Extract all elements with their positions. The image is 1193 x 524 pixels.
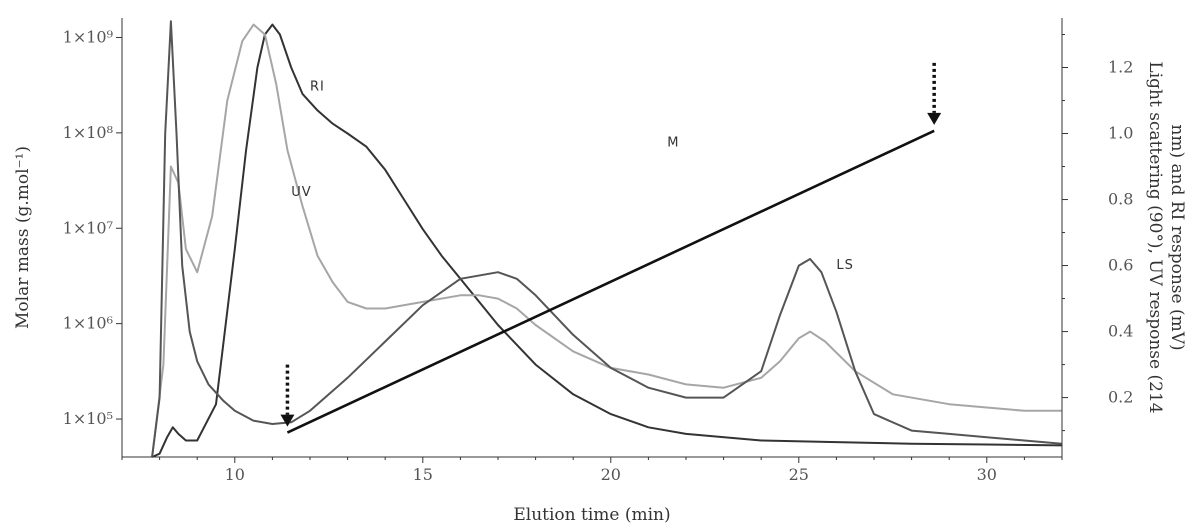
plot-area: RI UV M LS: [151, 20, 1063, 458]
x-tick-label: 10: [225, 465, 245, 484]
y-left-tick-label: 1×10⁹: [63, 27, 114, 46]
x-tick-label: 25: [789, 465, 809, 484]
y-right-tick-label: 0.4: [1108, 322, 1133, 341]
series-m-line: [286, 129, 935, 434]
y-right-tick-label: 0.2: [1108, 388, 1133, 407]
dotted-down-arrow-icon: [280, 364, 295, 427]
axes: 10 15 20 25 30 1×10⁵ 1×10⁶ 1×10⁷ 1×10⁸ 1×10⁹ 0.2 0.…: [63, 18, 1133, 484]
y-left-tick-label: 1×10⁸: [63, 123, 113, 142]
series-ri-line: [151, 23, 1063, 458]
y-right-tick-label: 0.8: [1108, 190, 1133, 209]
series-label-ri: RI: [310, 80, 325, 95]
y-left-tick-label: 1×10⁷: [63, 218, 113, 237]
y-right-tick-label: 1.0: [1108, 124, 1133, 143]
x-tick-label: 20: [601, 465, 621, 484]
series-label-uv: UV: [291, 185, 311, 200]
y-right-axis-title-line: Light scattering (90°), UV response (214: [1145, 61, 1165, 413]
y-right-axis-title-line: nm) and RI response (mV): [1167, 124, 1187, 350]
series-label-m: M: [667, 136, 679, 151]
y-left-tick-label: 1×10⁵: [63, 409, 113, 428]
series-uv-line: [151, 23, 1062, 458]
y-right-tick-label: 0.6: [1108, 256, 1133, 275]
axis-titles: Elution time (min) Molar mass (g.mol⁻¹) Li…: [13, 61, 1187, 524]
y-left-tick-label: 1×10⁶: [63, 314, 113, 333]
y-left-axis-title: Molar mass (g.mol⁻¹): [13, 146, 33, 329]
arrow-head: [927, 112, 942, 125]
series-ls-line: [151, 20, 1063, 458]
x-tick-label: 15: [413, 465, 433, 484]
x-axis-title: Elution time (min): [513, 505, 670, 524]
x-tick-label: 30: [977, 465, 997, 484]
arrow-head: [280, 414, 295, 427]
dotted-down-arrow-icon: [927, 62, 942, 125]
y-right-tick-label: 1.2: [1108, 58, 1133, 77]
series-label-ls: LS: [836, 258, 854, 273]
